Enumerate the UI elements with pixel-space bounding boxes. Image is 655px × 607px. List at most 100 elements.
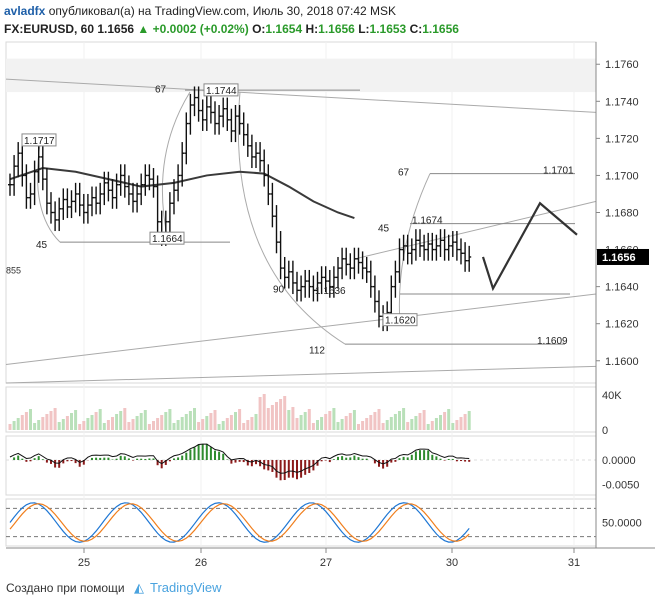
annotation-label: 67	[155, 84, 167, 95]
volume-bar	[377, 409, 381, 430]
volume-bar	[61, 419, 65, 430]
volume-bar	[147, 424, 151, 430]
time-tick-label: 27	[320, 557, 332, 569]
volume-bar	[316, 420, 319, 430]
volume-bar	[201, 419, 205, 430]
volume-bar	[86, 418, 90, 430]
volume-bar	[184, 414, 188, 430]
volume-bar	[393, 414, 397, 430]
volume-bar	[139, 413, 143, 430]
volume-bar	[197, 422, 201, 430]
volume-bar	[303, 412, 307, 430]
volume-bar	[291, 407, 295, 430]
volume-bar	[246, 420, 250, 430]
volume-bar	[238, 409, 242, 430]
annotation-label: 1.1620	[385, 316, 416, 327]
volume-bar	[426, 424, 430, 430]
current-price-label: 1.1656	[602, 252, 636, 264]
volume-bar	[275, 402, 278, 430]
low-label: L:	[358, 22, 370, 36]
tradingview-link[interactable]: TradingView	[149, 580, 222, 595]
annotation-label: 45	[378, 223, 390, 234]
macd-tick-label: -0.0050	[602, 480, 639, 492]
volume-bar	[418, 413, 422, 430]
annotation-box	[21, 133, 57, 147]
author-name[interactable]: avladfx	[4, 4, 46, 18]
stoch-k-line	[9, 502, 470, 543]
annotation-label: 1.1744	[206, 86, 237, 97]
moving-average	[9, 167, 355, 220]
volume-bar	[172, 423, 176, 430]
volume-bar	[180, 417, 184, 430]
volume-bar	[127, 422, 131, 430]
volume-bar	[459, 417, 463, 430]
volume-bar	[41, 417, 45, 430]
volume-bar	[352, 410, 356, 430]
open-value: 1.1654	[265, 22, 303, 36]
price-tick-label: 1.1680	[605, 208, 639, 220]
volume-bar	[65, 416, 69, 430]
macd-line	[9, 443, 470, 474]
volume-bar	[20, 415, 24, 430]
volume-bar	[357, 424, 360, 430]
volume-bar	[49, 411, 53, 430]
fib-arc	[37, 143, 61, 243]
volume-bar	[229, 415, 233, 430]
annotation-label: 1.1664	[152, 234, 183, 245]
volume-bar	[455, 420, 459, 430]
volume-bar	[188, 411, 192, 430]
annotation-box	[203, 83, 239, 97]
volume-bar	[414, 416, 418, 430]
time-tick-label: 31	[568, 557, 580, 569]
volume-bar	[168, 409, 172, 430]
annotation-label: 90	[273, 284, 285, 295]
publish-line: avladfx опубликовал(а) на TradingView.co…	[4, 4, 396, 18]
high-label: H:	[305, 22, 319, 36]
price-tick-label: 1.1600	[605, 356, 639, 368]
up-arrow-icon: ▲	[137, 22, 150, 36]
price-tick-label: 1.1620	[605, 319, 639, 331]
channel-line	[354, 200, 597, 260]
ma-line	[9, 167, 355, 220]
close-label: C:	[409, 22, 423, 36]
fib-arc	[161, 91, 191, 241]
volume-bar	[328, 411, 332, 430]
stoch-tick-label: 50.0000	[602, 518, 642, 530]
volume-bar	[451, 423, 455, 430]
macd-tick-label: 0.0000	[602, 455, 636, 467]
volume-bar	[311, 423, 315, 430]
price-tick-label: 1.1700	[605, 170, 639, 182]
left-edge-label: 855	[6, 266, 21, 276]
volume-pane	[8, 394, 471, 430]
tradingview-logo-icon[interactable]: ◭	[133, 580, 144, 595]
volume-bar	[447, 409, 451, 430]
volume-bar	[29, 409, 32, 430]
volume-bar	[217, 424, 221, 430]
annotation-label: 1.1701	[543, 166, 574, 177]
volume-bar	[225, 418, 229, 430]
volume-bar	[90, 415, 94, 430]
volume-bar	[12, 421, 16, 430]
volume-bar	[443, 412, 447, 430]
volume-bar	[406, 422, 410, 430]
volume-bar	[389, 417, 393, 430]
projection-path	[481, 201, 578, 292]
volume-bar	[439, 415, 442, 430]
highlight-band	[6, 58, 596, 93]
annotation-box	[149, 231, 185, 245]
volume-bar	[361, 421, 365, 430]
trend-line-bottom	[5, 365, 597, 384]
current-price-tag	[597, 248, 649, 265]
volume-bar	[340, 419, 344, 430]
volume-bar	[283, 396, 287, 430]
volume-bar	[422, 410, 426, 430]
stoch-d-line	[9, 503, 470, 542]
macd-pane	[6, 443, 596, 481]
volume-bar	[176, 420, 180, 430]
volume-bar	[53, 408, 57, 430]
volume-bar	[193, 408, 196, 430]
volume-bar	[16, 418, 20, 430]
fib-arc	[398, 173, 431, 324]
chart-canvas[interactable]: 1.17601.17401.17201.17001.16801.16601.16…	[0, 0, 655, 575]
volume-bar	[279, 399, 283, 430]
